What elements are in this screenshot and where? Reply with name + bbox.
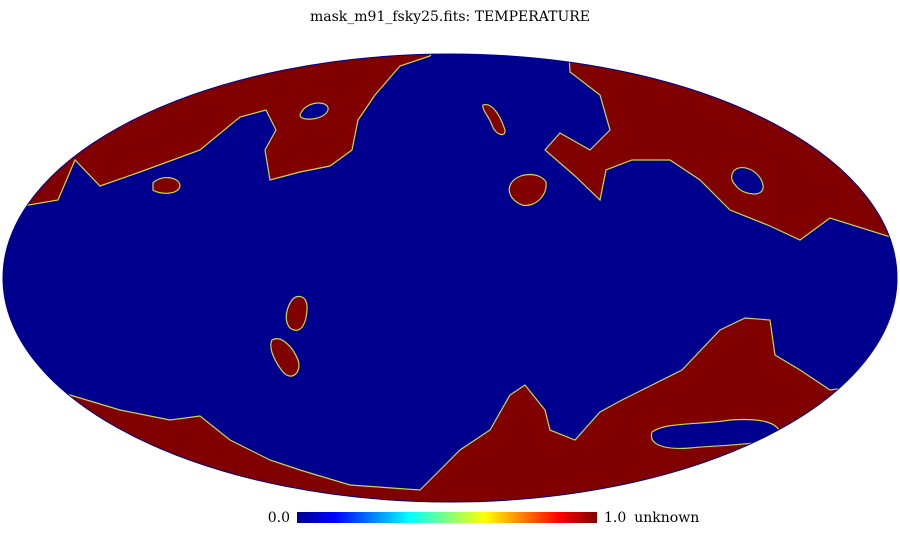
- mask-island: [152, 177, 181, 194]
- mollweide-map: [3, 54, 897, 502]
- colorbar: [297, 512, 597, 523]
- colorbar-unit: unknown: [634, 510, 699, 526]
- map-outline: [2, 53, 898, 503]
- colorbar-min-label: 0.0: [268, 510, 290, 526]
- mask-hole: [731, 167, 764, 195]
- mask-island: [270, 338, 300, 377]
- mask-island: [482, 104, 506, 136]
- mask-island: [508, 173, 547, 207]
- map-title: mask_m91_fsky25.fits: TEMPERATURE: [310, 9, 590, 25]
- mask-hole: [299, 102, 329, 120]
- mask-island: [285, 295, 308, 331]
- colorbar-max-label: 1.0: [604, 510, 626, 526]
